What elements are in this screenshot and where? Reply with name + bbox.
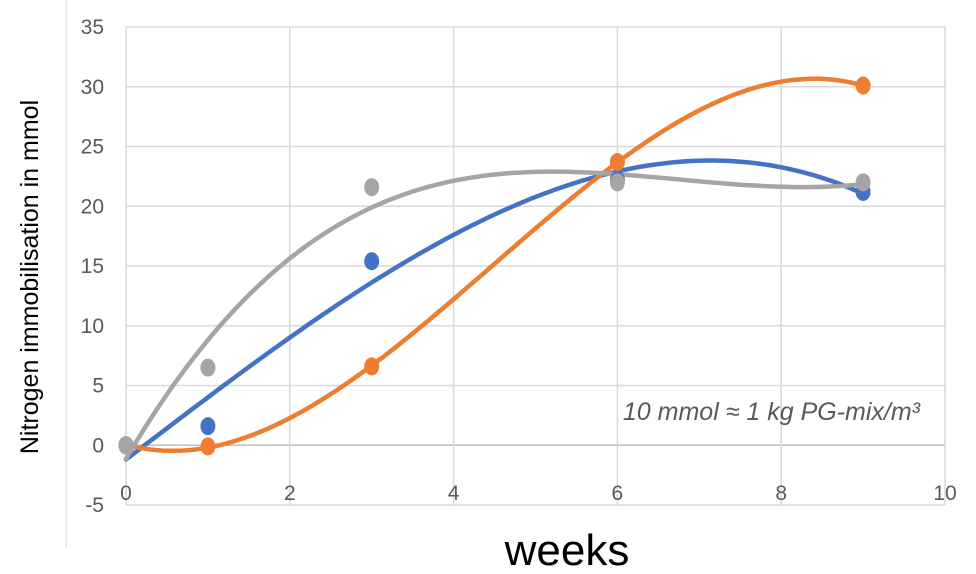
- y-tick-label: 30: [81, 76, 104, 99]
- data-point: [200, 417, 216, 436]
- x-tick-label: 0: [120, 482, 132, 505]
- y-tick-label: 0: [92, 434, 104, 457]
- data-point: [364, 357, 380, 376]
- tick-labels: -5 0 5 10 15 20 25 30 35 0 2 4 6 8 10: [81, 16, 957, 517]
- data-point: [855, 76, 871, 95]
- y-tick-label: 25: [81, 136, 104, 159]
- data-point: [364, 178, 380, 197]
- data-point: [609, 173, 625, 192]
- grid: [125, 26, 946, 506]
- data-point: [609, 153, 625, 172]
- data-point: [200, 358, 216, 377]
- x-tick-label: 4: [448, 482, 460, 505]
- x-tick-label: 2: [284, 482, 296, 505]
- x-tick-label: 6: [612, 482, 624, 505]
- data-point: [364, 252, 380, 271]
- data-points: [118, 76, 871, 456]
- trendline-1: [123, 158, 866, 462]
- data-point: [855, 173, 871, 192]
- x-tick-label: 8: [775, 482, 787, 505]
- y-axis-label: Nitrogen immobilisation in mmol: [16, 100, 44, 454]
- trendline-3: [123, 169, 866, 462]
- y-tick-label: 15: [81, 255, 104, 278]
- y-tick-label: 10: [81, 315, 104, 338]
- x-tick-label: 10: [933, 482, 956, 505]
- annotation: 10 mmol ≈ 1 kg PG-mix/m³: [623, 398, 921, 426]
- data-point: [118, 436, 134, 455]
- y-tick-label: 20: [81, 195, 104, 218]
- y-tick-label: 35: [81, 16, 104, 39]
- y-tick-label: 5: [92, 375, 104, 398]
- x-axis-label: weeks: [504, 526, 630, 574]
- y-tick-label: -5: [85, 494, 104, 517]
- trendlines: [123, 76, 866, 462]
- trendline-2: [123, 76, 866, 454]
- data-point: [200, 437, 216, 456]
